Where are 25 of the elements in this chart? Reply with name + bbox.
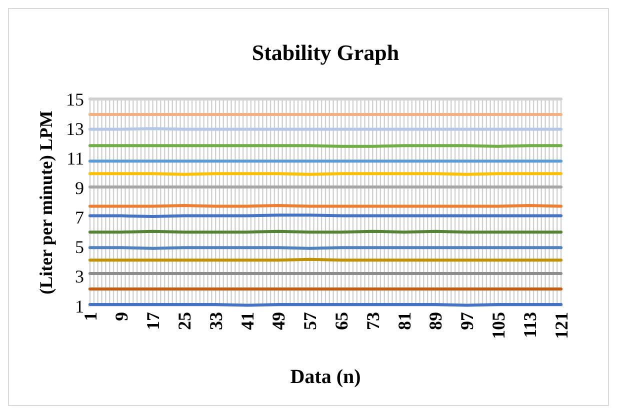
chart-title: Stability Graph	[252, 40, 400, 65]
x-tick-label: 57	[300, 312, 320, 330]
y-axis-title: (Liter per minute) LPM	[36, 110, 56, 294]
x-tick-label: 25	[174, 312, 194, 330]
x-tick-label: 97	[457, 312, 478, 330]
x-tick-label: 121	[551, 312, 572, 339]
x-axis-title: Data (n)	[290, 366, 361, 388]
y-tick-label: 5	[75, 237, 84, 258]
x-tick-label: 73	[362, 312, 383, 330]
y-tick-label: 3	[75, 266, 84, 287]
x-tick-label: 49	[268, 312, 289, 330]
x-tick-label: 89	[426, 312, 446, 330]
x-tick-label: 9	[112, 312, 132, 321]
y-tick-label: 15	[66, 89, 84, 110]
x-tick-label: 41	[237, 312, 258, 330]
x-tick-label: 81	[394, 312, 414, 330]
x-tick-label: 113	[520, 312, 540, 338]
x-tick-label: 17	[143, 312, 164, 330]
y-tick-label: 11	[66, 148, 84, 168]
x-tick-label: 105	[488, 312, 509, 339]
x-tick-label: 33	[206, 312, 226, 330]
y-tick-label: 7	[75, 208, 84, 228]
y-tick-label: 13	[66, 118, 84, 139]
y-tick-label: 9	[75, 178, 84, 198]
x-tick-label: 65	[332, 312, 352, 330]
